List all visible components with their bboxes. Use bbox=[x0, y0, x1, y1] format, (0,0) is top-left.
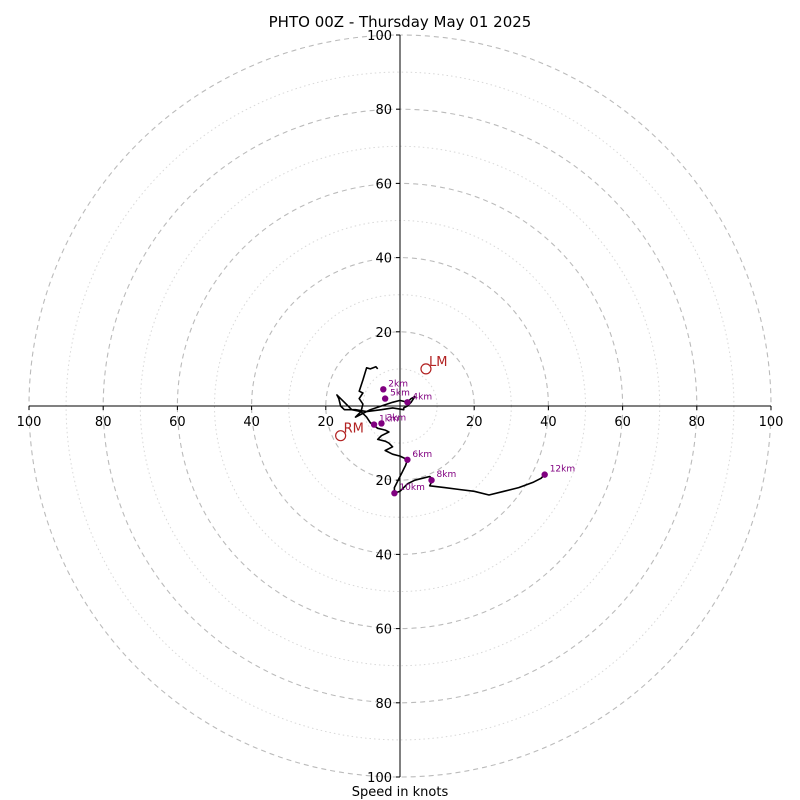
y-tick-label: 80 bbox=[375, 697, 392, 712]
height-marker-label: 5km bbox=[390, 389, 410, 399]
storm-motion-label: RM bbox=[344, 422, 364, 437]
x-tick-label: 100 bbox=[759, 415, 784, 430]
x-tick-label: 60 bbox=[614, 415, 631, 430]
height-marker-label: 12km bbox=[550, 465, 575, 475]
y-tick-label: 40 bbox=[375, 252, 392, 267]
y-tick-label: 100 bbox=[367, 771, 392, 786]
height-marker-dot bbox=[404, 399, 411, 406]
height-marker-label: 4km bbox=[412, 392, 432, 402]
height-marker-dot bbox=[541, 471, 548, 478]
x-tick-label: 80 bbox=[95, 415, 112, 430]
height-marker-label: 3km bbox=[386, 413, 406, 423]
y-tick-label: 80 bbox=[375, 103, 392, 118]
y-tick-label: 20 bbox=[375, 474, 392, 489]
height-marker-label: 8km bbox=[437, 470, 457, 480]
storm-motion-circle bbox=[420, 363, 432, 375]
axes bbox=[29, 35, 771, 777]
x-tick-label: 40 bbox=[243, 415, 260, 430]
y-tick-label: 60 bbox=[375, 623, 392, 638]
height-marker-dot bbox=[380, 386, 387, 393]
storm-motion-markers: LM RM bbox=[335, 355, 447, 442]
x-tick-label: 20 bbox=[318, 415, 335, 430]
height-marker-label: 6km bbox=[412, 450, 432, 460]
height-marker-dot bbox=[370, 421, 378, 428]
y-tick-label: 40 bbox=[375, 548, 392, 563]
x-tick-label: 100 bbox=[17, 415, 42, 430]
height-marker-label: 2km bbox=[388, 379, 408, 389]
height-marker-dot bbox=[381, 395, 389, 402]
height-marker-dot bbox=[428, 477, 435, 484]
chart-title: PHTO 00Z - Thursday May 01 2025 bbox=[269, 13, 532, 31]
height-marker-dot bbox=[404, 456, 411, 463]
height-marker-label: 1km bbox=[379, 415, 399, 425]
storm-motion-circle bbox=[335, 430, 347, 442]
height-marker-label: 10km bbox=[399, 483, 424, 493]
height-marker-dot bbox=[378, 420, 385, 427]
storm-motion-label: LM bbox=[429, 355, 447, 370]
y-tick-label: 100 bbox=[367, 29, 392, 44]
x-tick-label: 40 bbox=[540, 415, 557, 430]
tick-labels: 20 20 20 20 40 40 40 40 60 60 60 60 80 80 80 80 100 100 10… bbox=[17, 29, 784, 786]
wind-trace-line bbox=[336, 365, 546, 496]
x-tick-label: 20 bbox=[466, 415, 483, 430]
y-tick-label: 60 bbox=[375, 177, 392, 192]
y-tick-label: 20 bbox=[375, 326, 392, 341]
x-axis-label: Speed in knots bbox=[352, 785, 449, 800]
height-marker-dot bbox=[391, 489, 398, 497]
x-tick-label: 80 bbox=[689, 415, 706, 430]
x-tick-label: 60 bbox=[169, 415, 186, 430]
wind-trace bbox=[336, 365, 546, 496]
